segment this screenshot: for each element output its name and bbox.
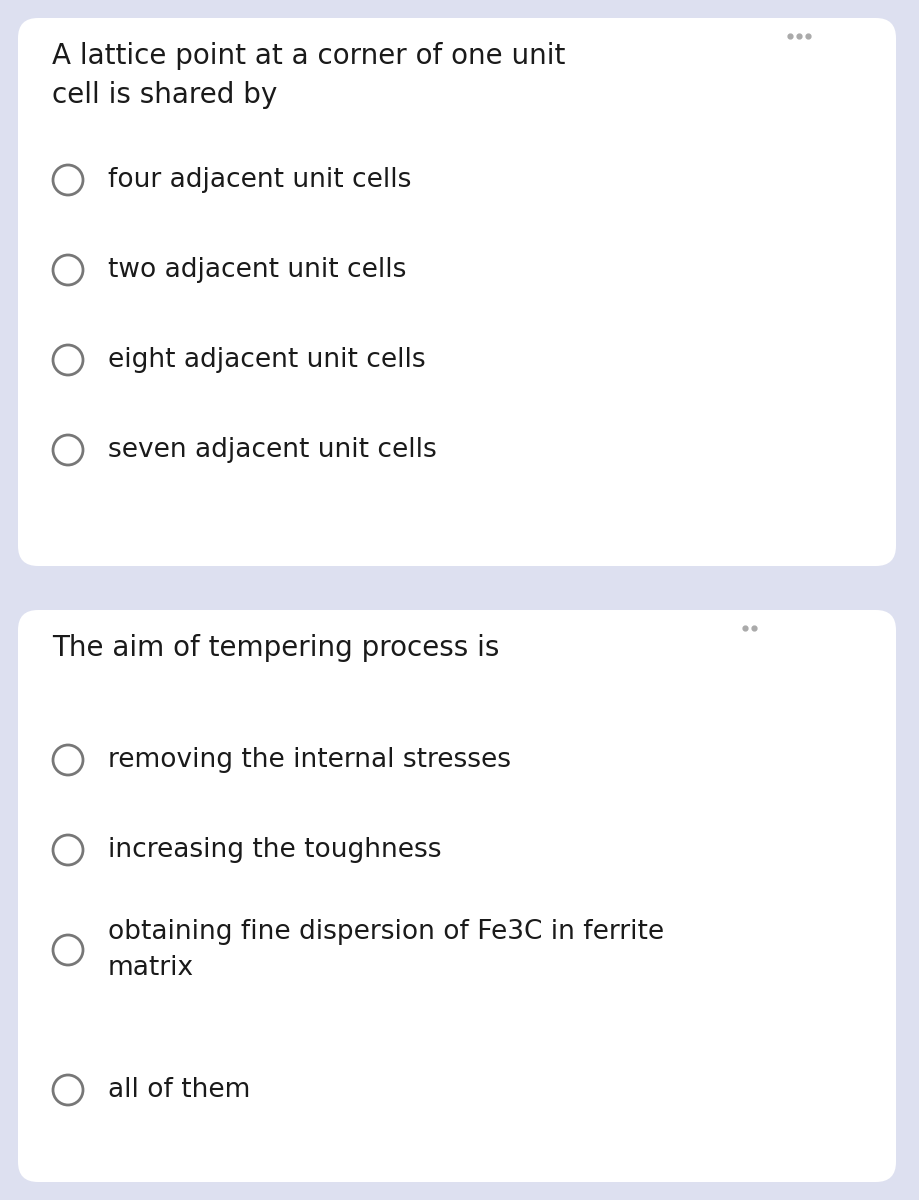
Text: removing the internal stresses: removing the internal stresses <box>108 746 511 773</box>
FancyBboxPatch shape <box>18 18 896 566</box>
Text: The aim of tempering process is: The aim of tempering process is <box>52 634 499 662</box>
Text: all of them: all of them <box>108 1078 250 1103</box>
Text: eight adjacent unit cells: eight adjacent unit cells <box>108 347 425 373</box>
Text: increasing the toughness: increasing the toughness <box>108 838 441 863</box>
Text: two adjacent unit cells: two adjacent unit cells <box>108 257 406 283</box>
Text: A lattice point at a corner of one unit
cell is shared by: A lattice point at a corner of one unit … <box>52 42 565 109</box>
Text: four adjacent unit cells: four adjacent unit cells <box>108 167 412 193</box>
Text: obtaining fine dispersion of Fe3C in ferrite
matrix: obtaining fine dispersion of Fe3C in fer… <box>108 919 664 982</box>
Text: seven adjacent unit cells: seven adjacent unit cells <box>108 437 437 463</box>
FancyBboxPatch shape <box>18 610 896 1182</box>
